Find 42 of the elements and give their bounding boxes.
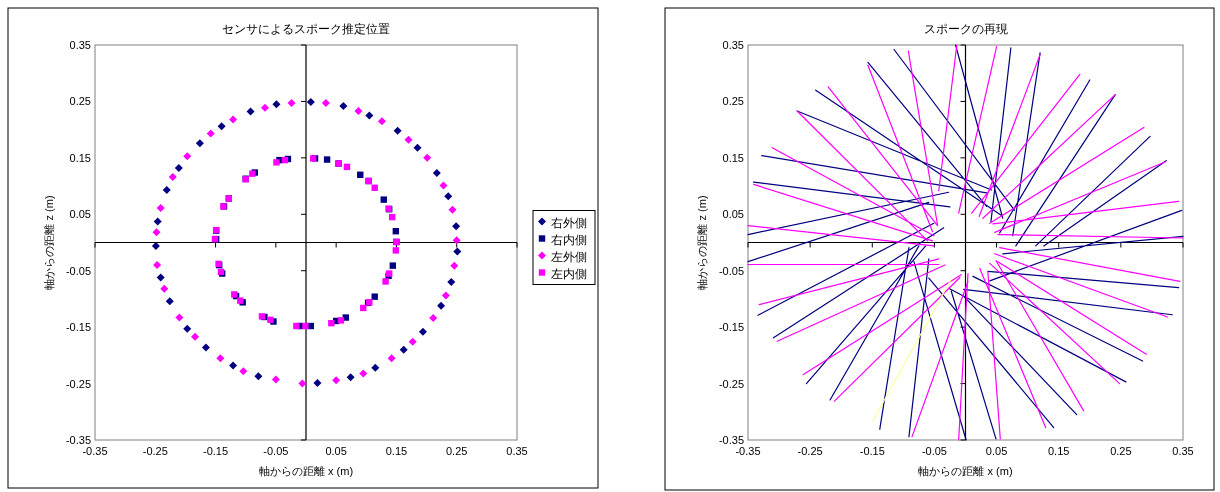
x-tick-label: -0.15 [203,445,229,457]
legend-label: 左内側 [551,266,587,281]
y-tick-label: -0.05 [718,264,744,277]
legend-label: 右内側 [551,232,587,247]
x-tick-label: 0.35 [506,445,528,457]
x-tick-label: -0.25 [142,445,168,457]
legend-label: 左外側 [551,249,587,264]
y-tick-label: 0.25 [722,95,744,108]
y-tick-label: 0.05 [722,208,744,221]
chart-title: センサによるスポーク推定位置 [222,22,390,36]
y-tick-label: 0.25 [69,95,91,108]
y-tick-label: 0.15 [69,151,91,164]
x-tick-label: -0.35 [735,445,761,457]
x-tick-label: -0.05 [921,445,947,457]
x-axis-title: 軸からの距離 x (m) [258,465,354,477]
y-tick-label: 0.15 [722,151,744,164]
x-tick-label: -0.25 [797,445,823,457]
y-axis-title: 軸からの距離 z (m) [696,195,708,290]
y-tick-label: -0.25 [718,377,744,390]
x-tick-label: -0.35 [82,445,108,457]
x-axis-title: 軸からの距離 x (m) [918,465,1013,477]
y-axis-title: 軸からの距離 z (m) [43,195,55,290]
y-tick-label: -0.15 [718,321,744,334]
y-tick-label: -0.05 [65,264,91,277]
x-tick-label: 0.25 [1110,445,1132,457]
y-tick-label: 0.35 [69,39,91,51]
legend-label: 右外側 [551,215,587,230]
y-tick-label: 0.05 [69,208,91,221]
y-tick-label: -0.25 [65,377,91,390]
x-tick-label: -0.15 [859,445,885,457]
y-tick-label: -0.15 [65,321,91,334]
x-tick-label: 0.05 [985,445,1008,457]
x-tick-label: -0.05 [263,445,289,457]
chart-title: スポークの再現 [923,22,1008,36]
y-tick-label: 0.35 [722,39,744,51]
y-tick-label: -0.35 [718,434,744,446]
x-tick-label: 0.25 [446,445,468,457]
x-tick-label: 0.35 [1172,445,1194,457]
x-tick-label: 0.15 [385,445,408,457]
x-tick-label: 0.05 [325,445,347,457]
y-tick-label: -0.35 [65,434,91,446]
x-tick-label: 0.15 [1048,445,1070,457]
